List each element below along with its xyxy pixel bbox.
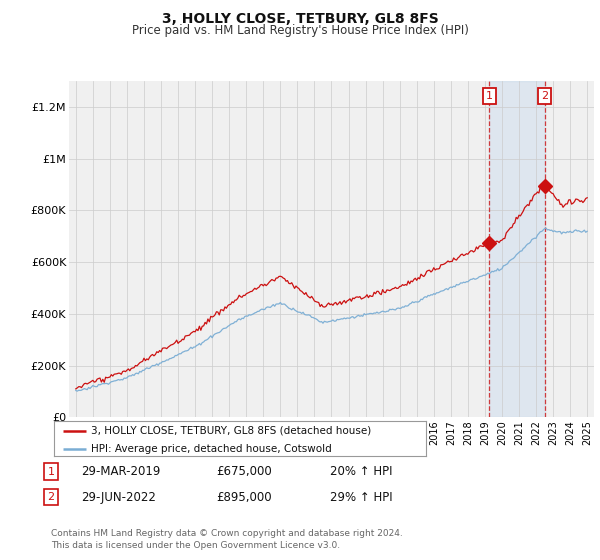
Text: 1: 1 <box>47 466 55 477</box>
Text: 29% ↑ HPI: 29% ↑ HPI <box>330 491 392 504</box>
Text: 2: 2 <box>541 91 548 101</box>
Text: 3, HOLLY CLOSE, TETBURY, GL8 8FS: 3, HOLLY CLOSE, TETBURY, GL8 8FS <box>161 12 439 26</box>
Text: 1: 1 <box>485 91 493 101</box>
Text: 2: 2 <box>47 492 55 502</box>
Text: Price paid vs. HM Land Registry's House Price Index (HPI): Price paid vs. HM Land Registry's House … <box>131 24 469 37</box>
Text: 20% ↑ HPI: 20% ↑ HPI <box>330 465 392 478</box>
Text: 29-MAR-2019: 29-MAR-2019 <box>81 465 160 478</box>
Bar <box>489 81 545 417</box>
Text: 3, HOLLY CLOSE, TETBURY, GL8 8FS (detached house): 3, HOLLY CLOSE, TETBURY, GL8 8FS (detach… <box>91 426 371 436</box>
Text: Contains HM Land Registry data © Crown copyright and database right 2024.
This d: Contains HM Land Registry data © Crown c… <box>51 529 403 550</box>
Text: 29-JUN-2022: 29-JUN-2022 <box>81 491 156 504</box>
Text: HPI: Average price, detached house, Cotswold: HPI: Average price, detached house, Cots… <box>91 444 332 454</box>
Text: £675,000: £675,000 <box>216 465 272 478</box>
Text: £895,000: £895,000 <box>216 491 272 504</box>
